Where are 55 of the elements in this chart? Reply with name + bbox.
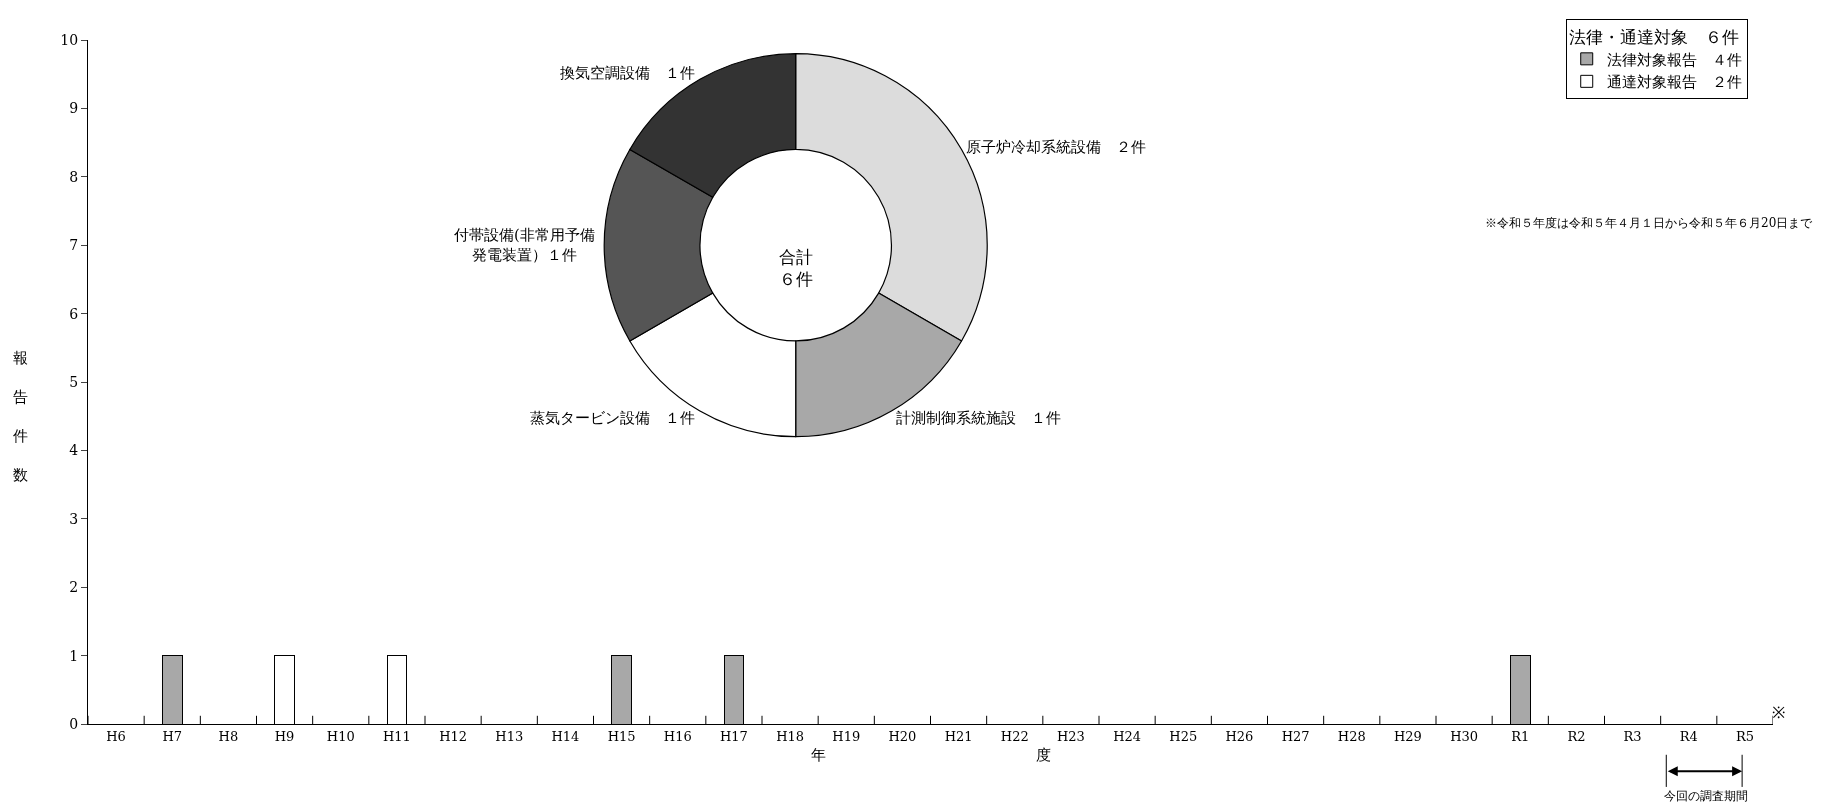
x-tick-label: H14 [551, 728, 580, 744]
text: 報告件数 [13, 349, 28, 484]
y-tick-label: 0 [69, 715, 79, 732]
x-tick-label: R5 [1735, 728, 1754, 744]
x-tick-label: H9 [274, 728, 295, 744]
x-tick-label: H19 [832, 728, 861, 744]
x-tick-label: H18 [776, 728, 805, 744]
x-tick-label: R3 [1623, 728, 1642, 744]
slice-label: 原子炉冷却系統設備 ２件 [966, 138, 1147, 157]
slice-label: 換気空調設備 １件 [560, 63, 696, 82]
x-tick-label: H6 [106, 728, 126, 744]
text: 今回の調査期間 [1664, 789, 1748, 803]
y-tick-label: 9 [69, 100, 79, 117]
y-tick-label: 1 [69, 647, 79, 664]
x-tick-label: H24 [1113, 728, 1142, 744]
x-tick-label: H7 [162, 728, 183, 744]
x-tick-label: H25 [1169, 728, 1198, 744]
x-tick-label: H11 [382, 728, 411, 744]
x-tick-label: H27 [1281, 728, 1310, 744]
y-tick-label: 6 [69, 305, 79, 322]
x-tick-label: H17 [719, 728, 748, 744]
x-tick-label: H28 [1337, 728, 1366, 744]
x-tick-label: H21 [944, 728, 973, 744]
x-tick-label: H26 [1225, 728, 1254, 744]
x-tick-label: H16 [663, 728, 692, 744]
annotation: ※ [1772, 703, 1785, 722]
legend-label: 通達対象報告 ２件 [1606, 73, 1742, 92]
x-tick-label: H15 [607, 728, 636, 744]
x-tick-label: H12 [439, 728, 468, 744]
x-tick-label: H13 [495, 728, 524, 744]
legend-label: 法律対象報告 ４件 [1606, 50, 1742, 69]
x-tick-label: H10 [326, 728, 355, 744]
slice-label: 計測制御系統施設 １件 [895, 408, 1061, 427]
slice-label: 付帯設備(非常用予備発電装置）１件 [452, 226, 595, 264]
x-tick-label: R2 [1567, 728, 1586, 744]
y-tick-label: 2 [69, 579, 79, 596]
y-tick-label: 4 [69, 442, 79, 459]
x-tick-label: H22 [1000, 728, 1029, 744]
x-tick-label: H8 [218, 728, 239, 744]
y-tick-label: 8 [69, 168, 79, 185]
x-tick-label: H23 [1056, 728, 1085, 744]
y-tick-label: 10 [60, 31, 79, 48]
annotation: ※令和５年度は令和５年４月１日から令和５年６月20日まで [1485, 216, 1814, 230]
legend-title: 法律・通達対象 ６件 [1568, 26, 1739, 47]
x-tick-label: R1 [1511, 728, 1530, 744]
annotation: 合計６件 [779, 247, 813, 290]
x-tick-label: H29 [1393, 728, 1422, 744]
x-tick-label: H20 [888, 728, 917, 744]
y-tick-label: 5 [69, 373, 79, 390]
x-axis-title: 年 度 [810, 745, 1051, 764]
y-tick-label: 7 [69, 237, 79, 254]
slice-label: 蒸気タービン設備 １件 [530, 408, 696, 427]
x-tick-label: H30 [1450, 728, 1479, 744]
y-tick-label: 3 [69, 510, 79, 527]
x-tick-label: R4 [1679, 728, 1698, 744]
